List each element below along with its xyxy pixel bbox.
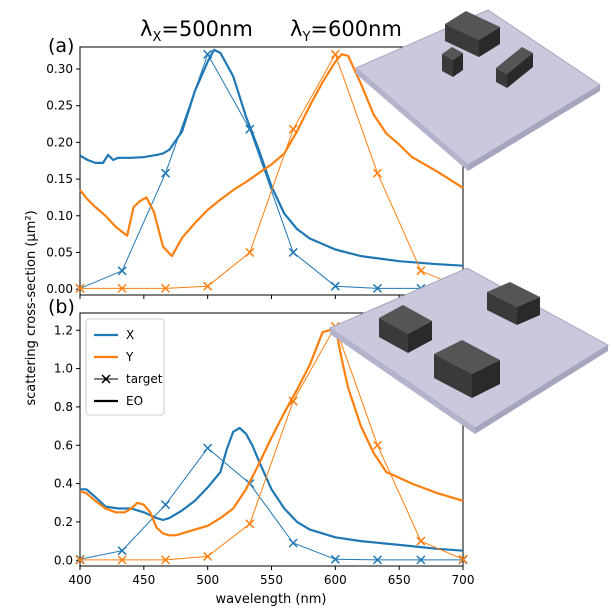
legend-label: X — [126, 328, 134, 342]
legend-label: EO — [126, 394, 143, 408]
series-y-target-marker — [161, 283, 171, 293]
series-x-target-marker — [288, 538, 298, 548]
y-tick-label: 0.4 — [54, 477, 73, 491]
y-tick-label: 1.0 — [54, 362, 73, 376]
y-tick-label: 0.6 — [54, 438, 73, 452]
series-x-target-marker — [330, 281, 340, 291]
series-x-target-marker — [288, 247, 298, 257]
panel-b-plot: 400 450 500 550 600 650 700 0.0 0.2 0.4 0.6 0.8 1.0 1… — [54, 312, 475, 587]
y-tick-label: 1.2 — [54, 323, 73, 337]
y-tick-label: 0.15 — [46, 172, 73, 186]
series-x-target-marker — [203, 443, 213, 453]
substrate-front-a — [468, 85, 600, 171]
nano-block — [445, 11, 500, 57]
series-y-target-marker — [117, 283, 127, 293]
series-y-target-marker — [288, 396, 298, 406]
legend-marker — [101, 374, 111, 384]
nanostructure-illustration-a — [355, 9, 601, 171]
series-x-eo-line — [79, 48, 464, 267]
series-x-target-marker — [117, 266, 127, 276]
series-y-eo-line — [79, 53, 464, 258]
series-x-eo-line — [80, 426, 464, 552]
y-tick-label: 0.2 — [54, 515, 73, 529]
panel-label-a: (a) — [48, 35, 74, 57]
x-axis-label: wavelength (nm) — [216, 592, 327, 607]
series-y-target-marker — [372, 168, 382, 178]
panel-label-b: (b) — [48, 296, 75, 318]
series-y-target-marker — [203, 281, 213, 291]
series-y-eo-line — [79, 325, 464, 537]
x-tick-label: 650 — [388, 573, 411, 587]
series-y-target-marker — [203, 551, 213, 561]
series-x-target-marker — [416, 555, 426, 565]
x-tick-label: 600 — [324, 573, 347, 587]
legend-box — [85, 318, 165, 416]
series-x-target-marker — [203, 49, 213, 59]
series-y-target-marker — [161, 555, 171, 565]
panel-a-plot: 0.00 0.05 0.10 0.15 0.20 0.25 0.30 — [46, 46, 468, 299]
series-y-target-marker — [416, 536, 426, 546]
header-lambda-y: λY=600nm — [290, 17, 402, 45]
y-tick-label: 0.10 — [46, 209, 73, 223]
series-y-target-line — [80, 53, 464, 289]
y-axis-label: scattering cross-section (μm²) — [24, 210, 39, 405]
x-tick-label: 400 — [69, 573, 92, 587]
series-y-target-marker — [288, 124, 298, 134]
series-y-target-marker — [117, 555, 127, 565]
y-tick-label: 0.30 — [46, 62, 73, 76]
series-x-target-marker — [117, 546, 127, 556]
legend-label: target — [126, 372, 163, 386]
series-x-target-line — [79, 447, 463, 561]
nano-block — [496, 47, 533, 88]
series-y-target-marker — [75, 555, 85, 565]
header-lambda-x: λX=500nm — [140, 17, 253, 45]
series-x-target-marker — [161, 168, 171, 178]
substrate-side-a — [356, 68, 468, 171]
nano-block — [379, 305, 432, 353]
y-tick-label: 0.05 — [46, 245, 73, 259]
series-x-target-marker — [245, 124, 255, 134]
series-x-target-marker — [161, 500, 171, 510]
series-y-target-line — [80, 325, 464, 561]
series-y-target-marker — [416, 266, 426, 276]
x-tick-label: 550 — [260, 573, 283, 587]
nano-block — [487, 282, 540, 325]
series-x-target-marker — [330, 554, 340, 564]
y-tick-label: 0.8 — [54, 400, 73, 414]
series-y-target-marker — [75, 283, 85, 293]
y-tick-label: 0.25 — [46, 99, 73, 113]
y-tick-label: 0.0 — [54, 553, 73, 567]
series-x-target-marker — [372, 555, 382, 565]
x-tick-label: 700 — [452, 573, 475, 587]
nanostructure-illustration-b — [328, 267, 609, 434]
series-y-target-marker — [245, 247, 255, 257]
x-tick-label: 450 — [132, 573, 155, 587]
y-tick-label: 0.20 — [46, 135, 73, 149]
y-tick-label: 0.00 — [46, 282, 73, 296]
series-y-target-marker — [372, 440, 382, 450]
substrate-front-b — [475, 345, 608, 434]
nano-block — [442, 47, 463, 77]
substrate-side-b — [330, 328, 475, 434]
legend-label: Y — [125, 350, 134, 364]
series-y-target-marker — [245, 519, 255, 529]
nano-block — [434, 340, 500, 398]
series-x-target-marker — [372, 283, 382, 293]
x-tick-label: 500 — [196, 573, 219, 587]
series-y-target-marker — [458, 554, 468, 564]
series-y-target-marker — [330, 49, 340, 59]
